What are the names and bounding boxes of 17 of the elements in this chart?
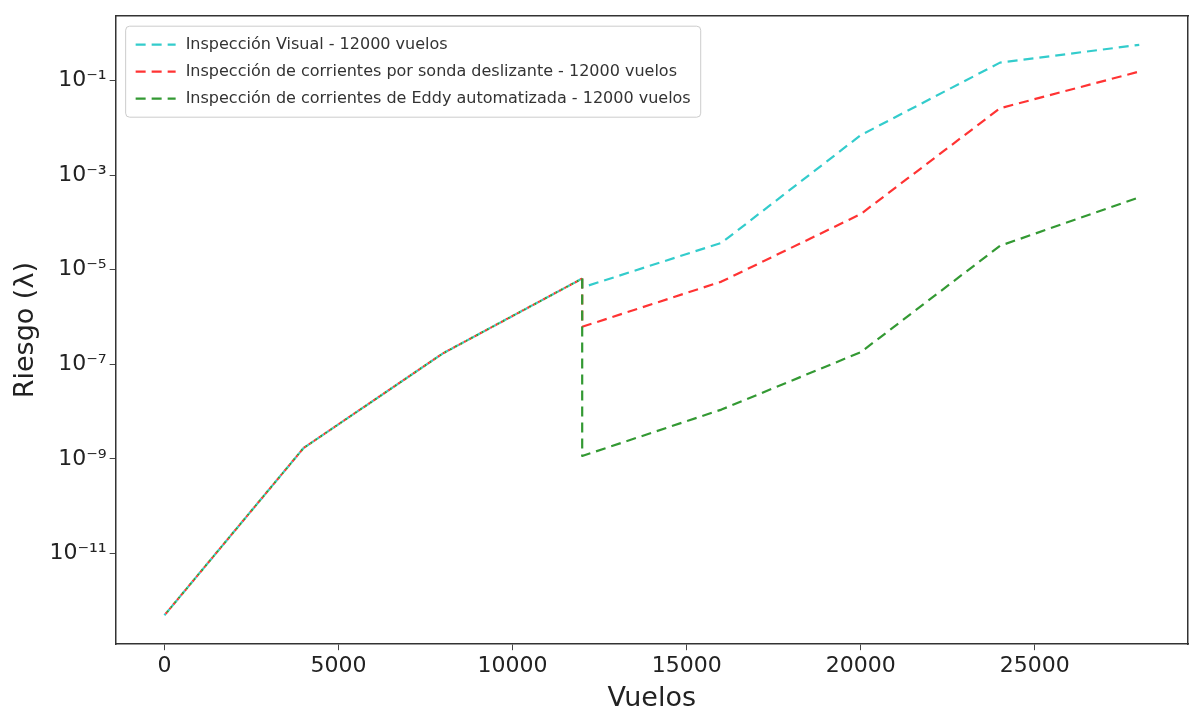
y-tick-label: 10⁻¹¹ bbox=[49, 539, 107, 565]
y-tick-label: 10⁻⁹ bbox=[58, 444, 107, 470]
y-tick-label: 10⁻¹ bbox=[58, 66, 107, 92]
x-axis-title: Vuelos bbox=[607, 680, 697, 712]
y-tick-label: 10⁻³ bbox=[58, 160, 107, 186]
legend-label: Inspección Visual - 12000 vuelos bbox=[185, 33, 448, 53]
x-tick-label: 10000 bbox=[477, 652, 548, 678]
x-tick-label: 20000 bbox=[825, 652, 896, 678]
x-tick-label: 5000 bbox=[310, 652, 367, 678]
legend-label: Inspección de corrientes por sonda deslizante - 12000 vuelos bbox=[185, 60, 677, 80]
legend-label: Inspección de corrientes de Eddy automatizada - 12000 vuelos bbox=[185, 87, 691, 107]
x-tick-label: 25000 bbox=[999, 652, 1070, 678]
y-tick-label: 10⁻⁷ bbox=[58, 349, 107, 375]
x-tick-label: 15000 bbox=[651, 652, 722, 678]
y-tick-label: 10⁻⁵ bbox=[58, 255, 107, 281]
x-tick-label: 0 bbox=[157, 652, 172, 678]
y-axis-title: Riesgo (λ) bbox=[8, 262, 40, 399]
